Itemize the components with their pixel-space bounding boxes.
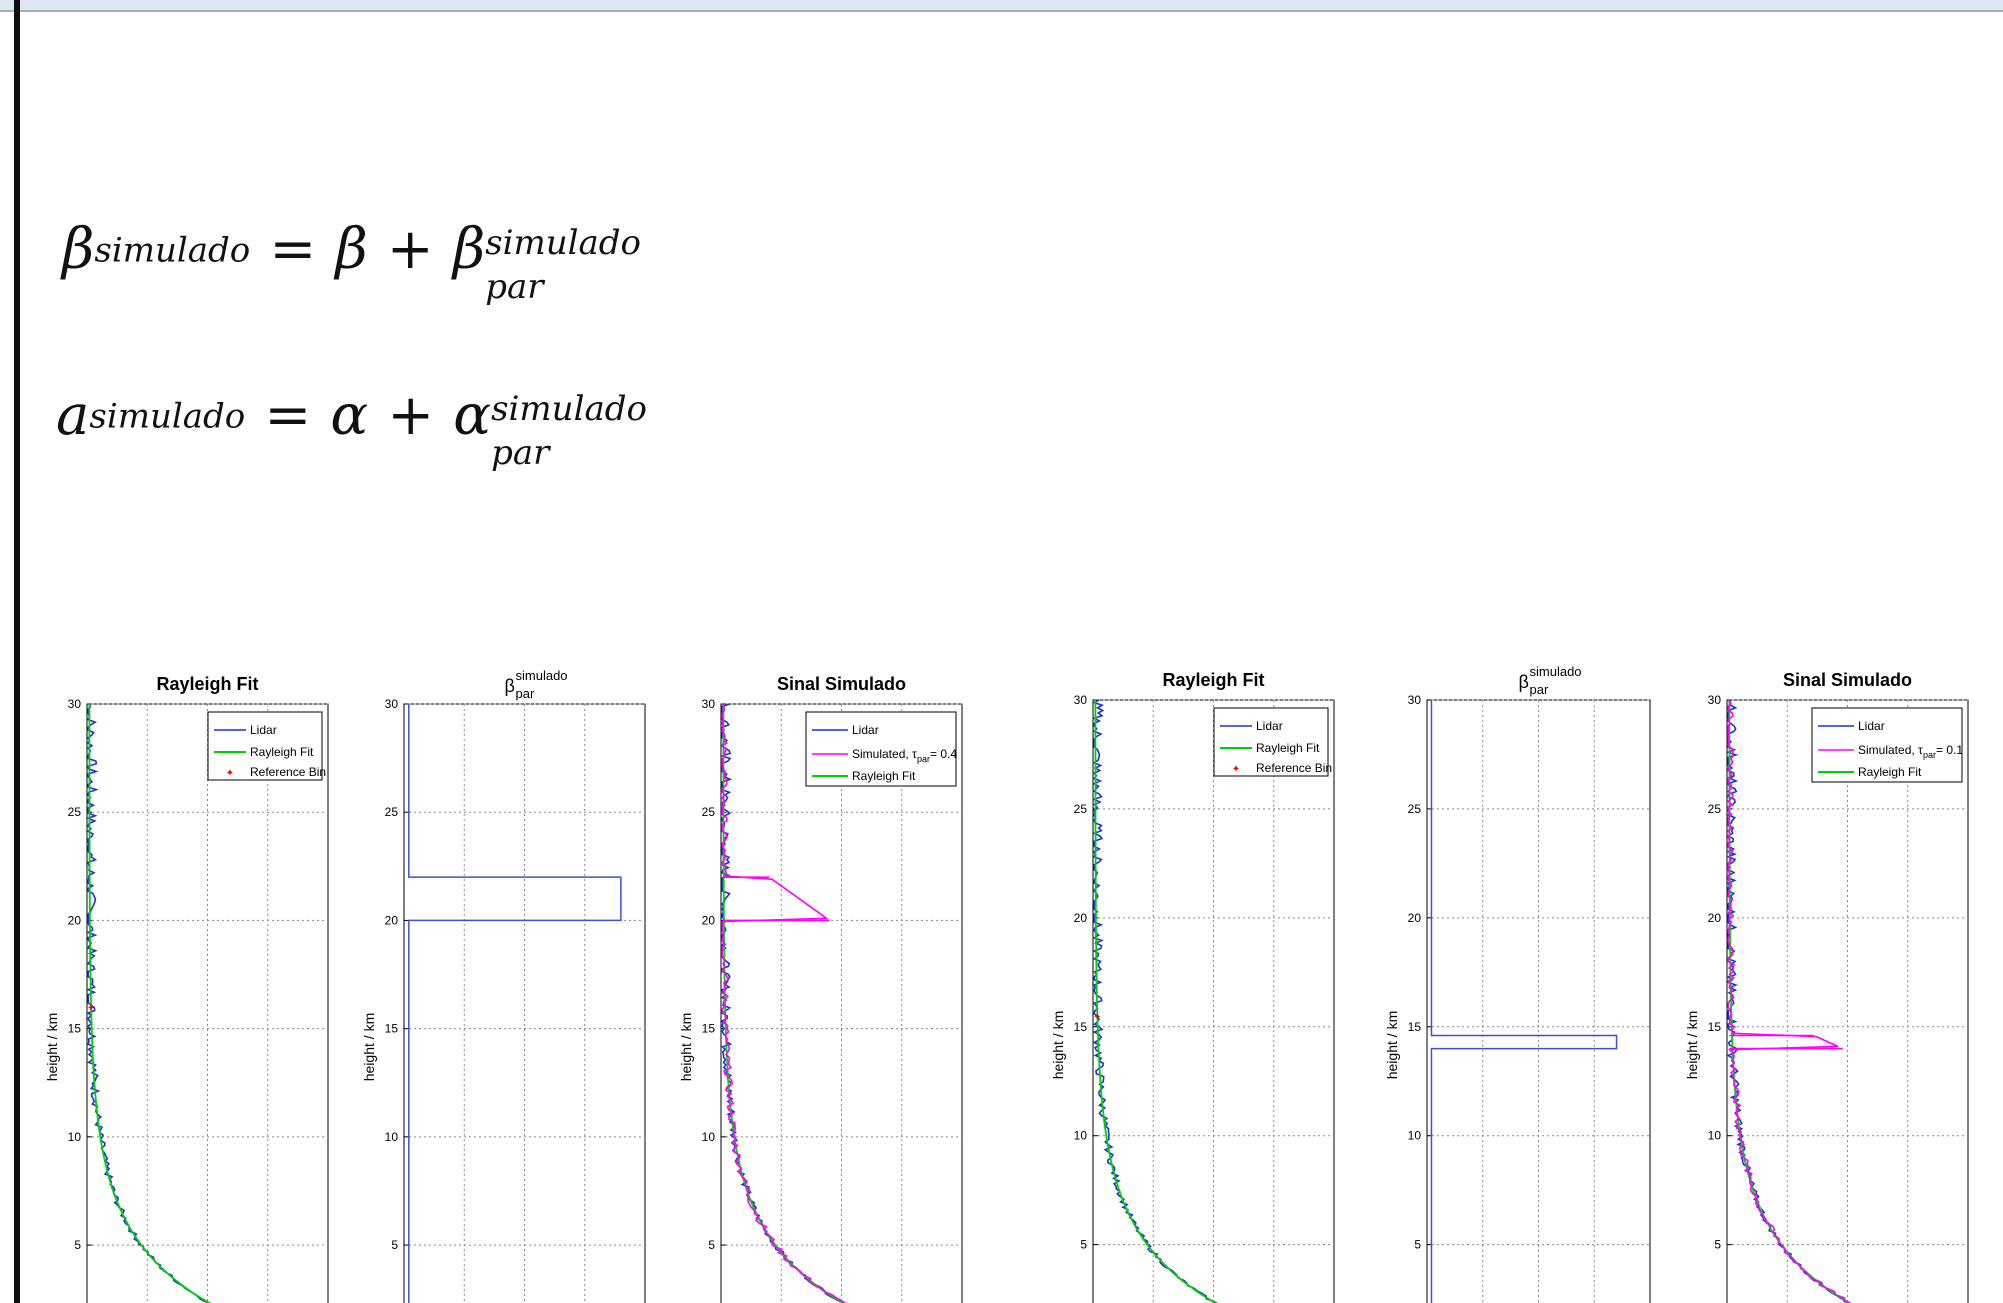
legend-label-simulated-sub: par (1923, 750, 1936, 760)
y-tick-label: 20 (702, 913, 716, 927)
y-tick-label: 10 (385, 1130, 399, 1144)
y-tick-label: 10 (702, 1130, 716, 1144)
y-tick-label: 15 (68, 1022, 82, 1036)
chart-panel-4: 5 10 15 20 25 30 height / km Rayleigh Fit ✦ Lidar… (1050, 670, 1335, 1303)
y-axis-label: height / km (361, 1013, 377, 1081)
y-tick-label: 20 (385, 913, 399, 927)
chart-panel-3: 5 10 15 20 25 30 height / km Sinal Simulado Lida… (678, 674, 963, 1303)
series-beta-par-profile (1430, 700, 1618, 1303)
y-tick-label: 20 (68, 913, 82, 927)
y-tick-label: 5 (1080, 1238, 1087, 1252)
y-tick-label: 15 (1708, 1020, 1722, 1034)
y-tick-label: 15 (1074, 1020, 1088, 1034)
y-tick-label: 10 (68, 1130, 82, 1144)
y-tick-label: 30 (385, 697, 399, 711)
reference-bin-marker: ✦ (87, 1003, 95, 1014)
legend-label-rayleigh: Rayleigh Fit (852, 769, 916, 783)
y-tick-label: 25 (68, 805, 82, 819)
y-tick-label: 15 (1408, 1020, 1422, 1034)
chart-title-sub: par (516, 686, 535, 701)
y-tick-label: 20 (1074, 911, 1088, 925)
legend-box (1213, 707, 1329, 777)
chart-title-sub: par (1530, 682, 1549, 697)
chart-panel-6: 5 10 15 20 25 30 height / km Sinal Simulado Lida… (1684, 670, 1969, 1303)
series-beta-par-profile (408, 704, 622, 1303)
chart-title-sup: simulado (516, 668, 568, 683)
y-tick-label: 30 (68, 697, 82, 711)
chart-title: Sinal Simulado (1783, 670, 1912, 690)
y-axis-label: height / km (1684, 1011, 1700, 1079)
chart-panel-2: 5 10 15 20 25 30 height / km βsimulado par (361, 668, 646, 1303)
y-tick-label: 25 (1708, 802, 1722, 816)
legend-label-reference: Reference Bin (1256, 761, 1332, 775)
window-top-bar (0, 0, 2003, 12)
plot-area (86, 703, 329, 1303)
legend-label-simulated-value: = 0.1 (1936, 743, 1963, 757)
legend-label-reference: Reference Bin (250, 765, 326, 779)
y-axis-label: height / km (678, 1013, 694, 1081)
y-tick-label: 15 (385, 1022, 399, 1036)
legend-label-rayleigh: Rayleigh Fit (250, 745, 314, 759)
reference-bin-marker: ✦ (1093, 1012, 1101, 1023)
legend-box (207, 711, 323, 781)
legend-label-lidar: Lidar (1858, 719, 1885, 733)
legend-label-lidar: Lidar (250, 723, 277, 737)
y-tick-label: 5 (1714, 1238, 1721, 1252)
legend-box (1811, 707, 1963, 783)
equation-beta-simulado: βsimulado = β + β simulado par (62, 217, 642, 307)
legend-label-lidar: Lidar (1256, 719, 1283, 733)
legend-box (805, 711, 957, 787)
y-tick-label: 25 (1408, 802, 1422, 816)
legend-label-simulated-sub: par (917, 754, 930, 764)
y-axis-label: height / km (1384, 1011, 1400, 1079)
y-tick-label: 30 (1408, 693, 1422, 707)
y-tick-label: 10 (1074, 1129, 1088, 1143)
series-lidar (1092, 699, 1219, 1303)
chart-panel-1: 5 10 15 20 25 30 height / km Rayleigh Fit ✦ Lidar… (44, 674, 329, 1303)
legend-label-simulated: Simulated, τ (1858, 743, 1923, 757)
y-tick-label: 15 (702, 1022, 716, 1036)
legend-marker-reference: ✦ (1232, 764, 1240, 775)
legend-label-rayleigh: Rayleigh Fit (1256, 741, 1320, 755)
chart-title: Sinal Simulado (777, 674, 906, 694)
slide-left-border (14, 0, 20, 1303)
y-tick-label: 25 (385, 805, 399, 819)
series-rayleigh-fit (88, 704, 212, 1303)
y-tick-label: 10 (1708, 1129, 1722, 1143)
y-axis-label: height / km (1050, 1011, 1066, 1079)
legend-marker-reference: ✦ (226, 768, 234, 779)
chart-title-base: β (1519, 672, 1529, 692)
y-tick-label: 30 (1074, 693, 1088, 707)
series-rayleigh-fit (722, 704, 846, 1303)
y-tick-label: 25 (1074, 802, 1088, 816)
chart-title-base: β (505, 676, 515, 696)
y-tick-label: 5 (391, 1238, 398, 1252)
series-simulated (1726, 699, 1852, 1303)
legend-label-rayleigh: Rayleigh Fit (1858, 765, 1922, 779)
y-tick-label: 5 (74, 1238, 81, 1252)
plot-area (720, 703, 963, 1303)
legend-label-simulated-value: = 0.4 (930, 747, 957, 761)
chart-title-sup: simulado (1530, 664, 1582, 679)
plot-area (403, 703, 646, 1303)
y-tick-label: 20 (1708, 911, 1722, 925)
chart-title: Rayleigh Fit (156, 674, 258, 694)
y-tick-label: 30 (1708, 693, 1722, 707)
y-tick-label: 5 (708, 1238, 715, 1252)
series-rayleigh-fit (1094, 700, 1218, 1303)
legend-label-lidar: Lidar (852, 723, 879, 737)
legend-label-simulated: Simulated, τ (852, 747, 917, 761)
series-simulated (720, 703, 847, 1303)
y-tick-label: 5 (1414, 1238, 1421, 1252)
y-tick-label: 10 (1408, 1129, 1422, 1143)
chart-title: Rayleigh Fit (1162, 670, 1264, 690)
y-tick-label: 25 (702, 805, 716, 819)
y-tick-label: 20 (1408, 911, 1422, 925)
chart-panel-5: 5 10 15 20 25 30 height / km βsimulado par (1384, 664, 1651, 1303)
y-tick-label: 30 (702, 697, 716, 711)
equation-alpha-simulado: asimulado = α + α simulado par (56, 383, 647, 473)
y-axis-label: height / km (44, 1013, 60, 1081)
